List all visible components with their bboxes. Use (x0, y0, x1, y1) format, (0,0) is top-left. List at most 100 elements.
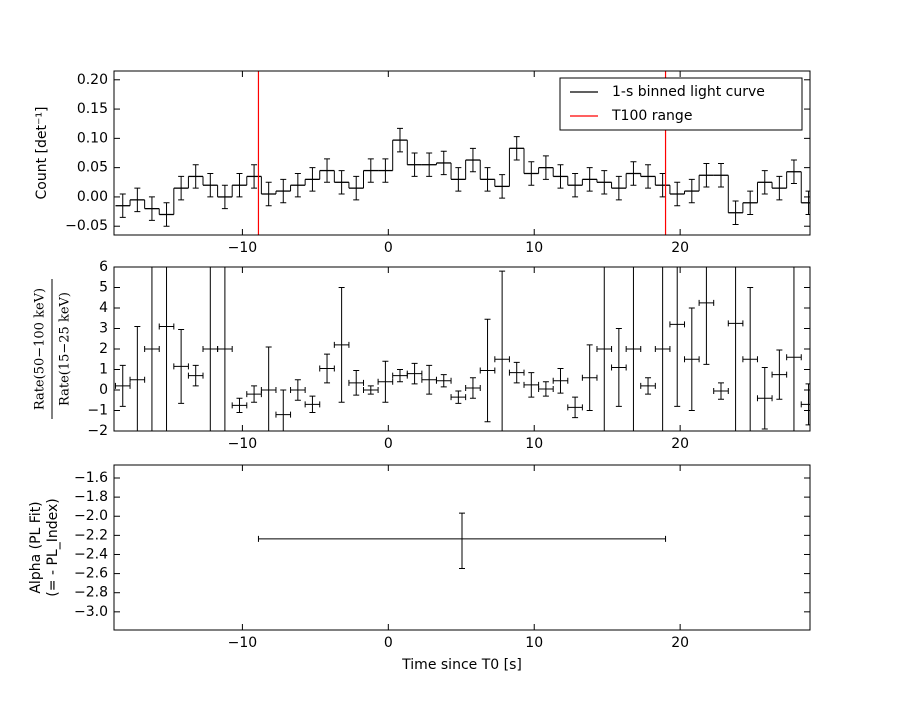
y-error-bar (224, 267, 226, 431)
y-error-bar (309, 395, 316, 414)
error-bar (382, 158, 389, 183)
error-bar (163, 202, 170, 227)
error-bar (236, 173, 243, 198)
axes-frame (113, 70, 811, 236)
error-bar (353, 175, 360, 201)
error-bar (557, 164, 564, 189)
axes-frame (113, 266, 811, 432)
x-tick-label: 10 (525, 635, 543, 651)
y-error-bar (761, 366, 768, 430)
y-tick-label: −3.0 (74, 604, 108, 620)
error-bar (367, 158, 374, 183)
error-bar (717, 163, 724, 188)
x-tick-label: 20 (671, 436, 689, 452)
x-tick-label: 0 (384, 635, 393, 651)
y-tick-label: −0.05 (65, 218, 108, 234)
y-error-bar (265, 346, 272, 431)
error-bar (484, 167, 491, 192)
y-error-bar (426, 364, 433, 395)
y-error-bar (251, 385, 258, 403)
y-error-bar (603, 267, 605, 431)
x-tick-label: −10 (228, 635, 258, 651)
error-bar (659, 173, 666, 198)
error-bar (309, 167, 316, 192)
y-error-bar (513, 361, 520, 384)
y-error-bar (542, 381, 549, 397)
error-bar (601, 170, 608, 195)
x-tick-label: −10 (228, 436, 258, 452)
error-bar (469, 147, 476, 173)
y-error-bar (411, 362, 418, 385)
y-error-bar (484, 318, 491, 423)
y-error-bar (294, 379, 301, 401)
error-bar (615, 175, 622, 201)
y-error-bar (324, 353, 331, 384)
y-tick-label: −1.8 (74, 489, 108, 505)
plot-area (114, 267, 810, 431)
y-axis-label: Alpha (PL Fit) (28, 501, 44, 593)
error-bar (776, 175, 783, 201)
error-bar (688, 178, 695, 204)
y-axis-label: Rate(15−25 keV) (58, 292, 73, 406)
error-bar (572, 173, 579, 198)
error-bar (805, 190, 810, 215)
y-error-bar (674, 267, 681, 407)
x-axis-label: Time since T0 [s] (401, 657, 522, 673)
x-tick-label: 10 (525, 240, 543, 256)
y-error-bar (747, 287, 754, 431)
y-error-bar (166, 267, 168, 431)
y-tick-label: −1.6 (74, 470, 108, 486)
y-tick-label: −2.8 (74, 585, 108, 601)
error-bar (542, 155, 549, 180)
y-error-bar (367, 385, 374, 395)
error-bar (396, 127, 403, 153)
error-bar (790, 159, 797, 184)
y-error-bar (338, 287, 345, 403)
x-tick-label: 10 (525, 436, 543, 452)
error-bar (732, 200, 739, 225)
y-tick-label: 1 (99, 362, 108, 378)
error-bar (426, 152, 433, 177)
y-tick-label: 0.00 (77, 189, 108, 205)
y-error-bar (557, 367, 564, 394)
y-error-bar (382, 360, 389, 403)
error-bar (265, 181, 272, 207)
y-tick-label: −2.2 (74, 527, 108, 543)
y-axis-label: Count [det⁻¹] (34, 107, 50, 200)
y-error-bar (499, 270, 506, 431)
y-error-bar (632, 267, 634, 431)
error-bar (513, 136, 520, 161)
y-error-bar (586, 344, 593, 411)
y-error-bar (735, 267, 737, 431)
legend-box (559, 77, 803, 131)
y-tick-label: 2 (99, 341, 108, 357)
error-bar (761, 170, 768, 195)
legend-label: 1-s binned light curve (612, 84, 765, 100)
error-bar (178, 175, 185, 201)
y-error-bar (151, 267, 153, 431)
y-error-bar (134, 325, 141, 431)
y-axis-label: (= - PL_Index) (45, 498, 61, 596)
y-tick-label: 5 (99, 280, 108, 296)
error-bar (703, 163, 710, 188)
error-bar (455, 167, 462, 192)
error-bar (747, 190, 754, 215)
x-tick-label: 20 (671, 240, 689, 256)
error-bar (586, 167, 593, 192)
error-bar (134, 187, 141, 213)
error-bar (294, 173, 301, 198)
error-bar (280, 178, 287, 204)
y-error-bar (717, 382, 724, 400)
error-bar (192, 164, 199, 189)
error-bar (528, 161, 535, 186)
plot-area (115, 71, 810, 235)
error-bar (119, 193, 126, 218)
error-bar (440, 150, 447, 176)
y-error-bar (236, 397, 243, 414)
y-error-bar (528, 372, 535, 398)
x-tick-label: 0 (384, 240, 393, 256)
error-bar (324, 158, 331, 183)
y-error-bar (459, 512, 465, 570)
error-bar (645, 164, 652, 189)
y-error-bar (178, 329, 185, 404)
